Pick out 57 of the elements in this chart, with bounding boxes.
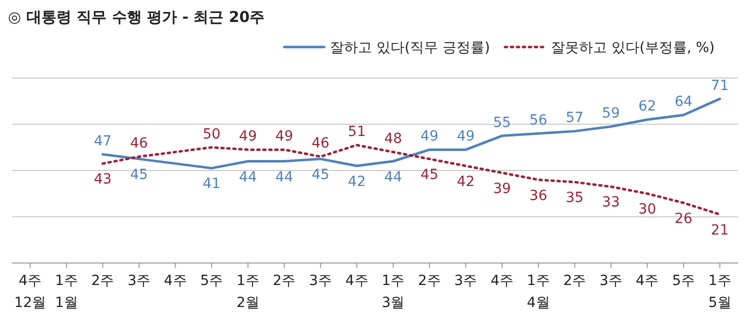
x-tick-label: 3주 [454,273,478,289]
data-label: 30 [638,202,656,218]
data-label: 45 [130,166,148,183]
data-label: 43 [94,172,112,188]
x-tick-label: 1주 2월 [236,273,260,311]
x-tick-label: 5주 [200,273,224,289]
x-tick-label: 2주 [418,273,441,289]
data-label: 64 [674,94,693,110]
legend-label: 잘못하고 있다(부정률, %) [551,40,715,56]
data-label: 36 [529,188,548,204]
data-label: 46 [130,136,148,152]
data-label: 62 [638,98,656,115]
x-tick-label: 5주 [672,273,696,289]
data-label: 45 [420,166,438,183]
x-tick-label: 1주 5월 [708,273,732,311]
x-tick-label: 2주 [91,273,114,289]
data-label: 33 [602,194,620,211]
data-label: 41 [202,176,221,192]
data-label: 56 [529,112,548,128]
data-label: 44 [275,169,294,186]
data-label: 48 [384,131,402,147]
data-label: 50 [202,126,221,142]
x-tick-label: 2주 [563,273,586,289]
x-tick-label: 4주 [164,273,187,289]
data-label: 59 [602,106,620,122]
data-label: 45 [312,166,330,183]
data-label: 49 [456,128,475,145]
data-label: 71 [710,78,729,94]
data-label: 51 [348,124,366,140]
x-tick-label: 3주 [599,273,622,289]
data-label: 49 [420,128,438,145]
x-tick-label: 2주 [272,273,296,289]
data-label: 44 [384,169,402,186]
data-label: 35 [566,190,584,206]
data-label: 42 [456,174,475,190]
data-label: 44 [239,169,257,186]
data-label: 39 [493,180,511,197]
data-label: 46 [312,136,330,152]
legend-label: 잘하고 있다(직무 긍정률) [330,40,490,56]
x-tick-label: 4주 12월 [14,273,46,311]
data-label: 57 [566,110,584,126]
x-tick-label: 1주 1월 [54,273,78,311]
x-tick-label: 4주 [636,273,659,289]
x-tick-label: 4주 [490,273,514,289]
x-tick-label: 4주 [345,273,368,289]
data-label: 49 [275,128,294,145]
data-label: 26 [674,210,693,227]
data-label: 42 [348,174,366,190]
x-tick-label: 1주 3월 [382,273,405,311]
data-label: 55 [493,114,511,131]
x-tick-label: 3주 [128,273,151,289]
chart-title: ◎ 대통령 직무 수행 평가 - 최근 20주 [8,8,265,26]
x-tick-label: 3주 [309,273,332,289]
x-tick-label: 1주 4월 [526,273,550,311]
data-label: 49 [239,128,257,145]
data-label: 21 [710,222,729,238]
data-label: 47 [94,133,112,150]
